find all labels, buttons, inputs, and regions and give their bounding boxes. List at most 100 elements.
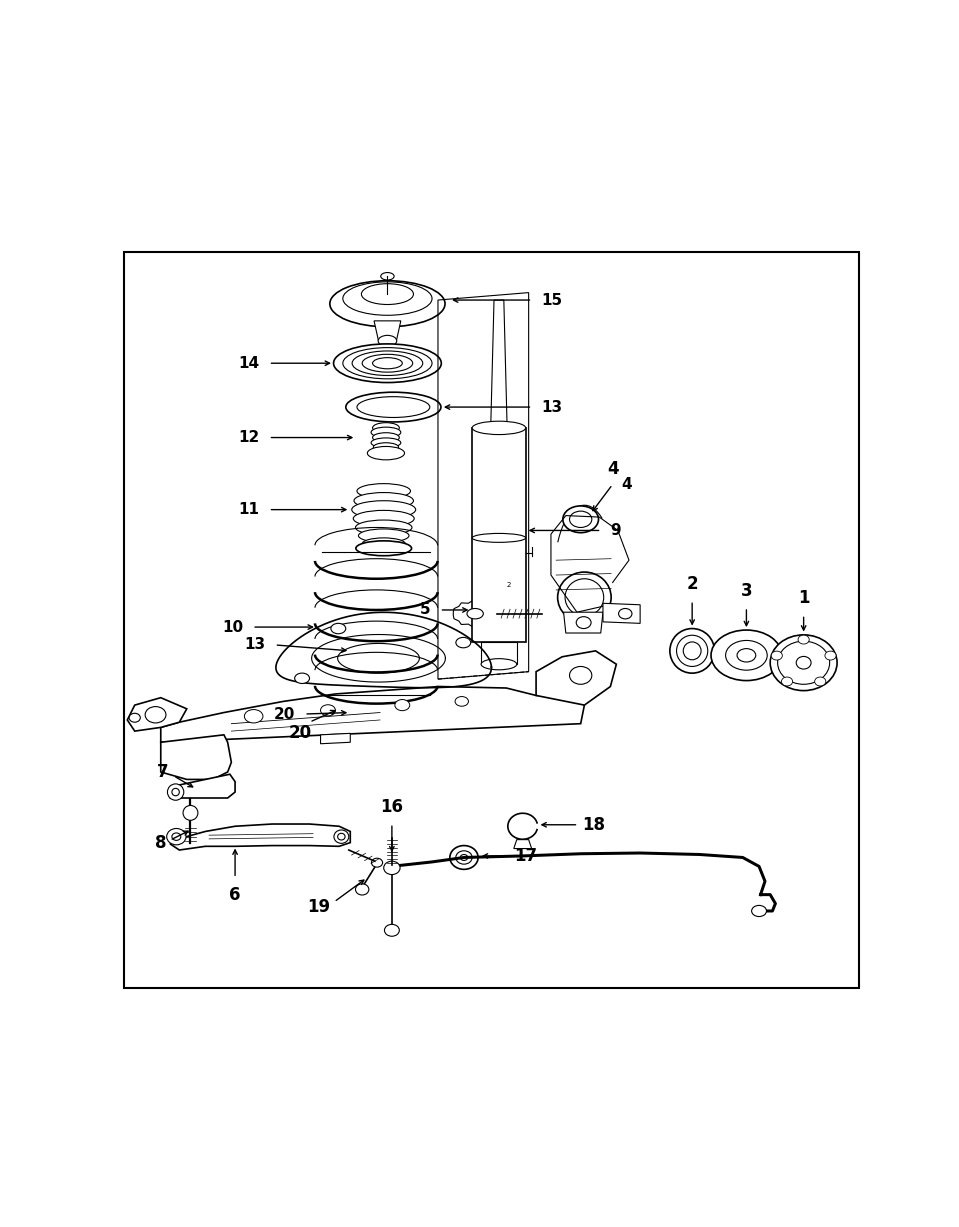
Ellipse shape xyxy=(460,854,468,860)
Text: 12: 12 xyxy=(239,429,260,445)
Text: 2: 2 xyxy=(687,575,698,593)
Ellipse shape xyxy=(352,351,423,375)
Ellipse shape xyxy=(172,833,181,840)
Ellipse shape xyxy=(373,443,399,452)
Ellipse shape xyxy=(472,534,526,542)
Text: 10: 10 xyxy=(222,620,244,634)
Polygon shape xyxy=(603,604,641,623)
Ellipse shape xyxy=(565,579,604,616)
Ellipse shape xyxy=(371,858,383,867)
Text: 8: 8 xyxy=(155,833,167,852)
Ellipse shape xyxy=(481,659,517,670)
Ellipse shape xyxy=(770,634,837,691)
Ellipse shape xyxy=(570,666,592,685)
Text: 20: 20 xyxy=(288,724,312,741)
Polygon shape xyxy=(161,735,231,779)
Ellipse shape xyxy=(472,421,526,434)
Text: 1: 1 xyxy=(798,589,809,607)
Ellipse shape xyxy=(330,281,445,326)
Text: 13: 13 xyxy=(245,637,266,653)
Text: 20: 20 xyxy=(274,707,295,721)
Ellipse shape xyxy=(381,272,394,280)
Ellipse shape xyxy=(385,924,399,936)
Ellipse shape xyxy=(372,422,399,433)
Text: 3: 3 xyxy=(740,582,752,600)
Ellipse shape xyxy=(331,623,346,634)
Text: 14: 14 xyxy=(239,356,260,371)
Ellipse shape xyxy=(576,617,591,628)
Ellipse shape xyxy=(563,506,598,533)
Polygon shape xyxy=(374,320,401,341)
Text: 17: 17 xyxy=(515,847,538,865)
Text: 16: 16 xyxy=(381,798,404,816)
Ellipse shape xyxy=(359,529,409,542)
Text: 7: 7 xyxy=(156,763,168,782)
Ellipse shape xyxy=(619,609,632,618)
Ellipse shape xyxy=(570,512,592,528)
Ellipse shape xyxy=(356,883,369,894)
Ellipse shape xyxy=(467,609,483,618)
Ellipse shape xyxy=(354,492,413,509)
Text: 11: 11 xyxy=(239,502,260,517)
Ellipse shape xyxy=(168,784,184,800)
Polygon shape xyxy=(514,839,531,849)
Ellipse shape xyxy=(371,438,401,448)
Ellipse shape xyxy=(145,707,166,723)
Ellipse shape xyxy=(825,652,836,660)
Polygon shape xyxy=(481,642,517,664)
Ellipse shape xyxy=(782,677,793,686)
Polygon shape xyxy=(161,687,584,742)
Ellipse shape xyxy=(343,347,433,379)
Ellipse shape xyxy=(356,520,412,535)
Ellipse shape xyxy=(796,656,811,669)
Ellipse shape xyxy=(346,393,441,422)
Polygon shape xyxy=(171,825,350,850)
Ellipse shape xyxy=(456,697,468,707)
Polygon shape xyxy=(564,612,603,633)
Ellipse shape xyxy=(183,805,198,821)
Text: 2: 2 xyxy=(506,583,511,589)
Ellipse shape xyxy=(363,537,406,550)
Ellipse shape xyxy=(357,483,410,498)
Ellipse shape xyxy=(771,652,783,660)
Ellipse shape xyxy=(778,642,830,685)
Text: 4: 4 xyxy=(607,460,619,479)
Ellipse shape xyxy=(798,636,809,644)
Ellipse shape xyxy=(353,510,414,526)
Text: 6: 6 xyxy=(229,886,241,904)
Ellipse shape xyxy=(456,850,472,864)
Polygon shape xyxy=(320,734,350,744)
Polygon shape xyxy=(491,301,507,427)
Ellipse shape xyxy=(367,447,405,460)
Ellipse shape xyxy=(172,788,179,796)
Ellipse shape xyxy=(320,704,336,715)
Text: 18: 18 xyxy=(582,816,605,834)
Ellipse shape xyxy=(343,282,433,315)
Ellipse shape xyxy=(378,335,397,346)
Ellipse shape xyxy=(363,355,412,372)
Ellipse shape xyxy=(338,833,345,840)
Ellipse shape xyxy=(334,344,441,383)
Ellipse shape xyxy=(167,828,186,845)
Ellipse shape xyxy=(362,283,413,304)
Ellipse shape xyxy=(450,845,479,870)
Ellipse shape xyxy=(683,642,701,660)
Ellipse shape xyxy=(129,713,140,723)
Polygon shape xyxy=(472,428,526,642)
Ellipse shape xyxy=(670,628,714,674)
Ellipse shape xyxy=(384,861,400,875)
Ellipse shape xyxy=(357,396,430,417)
Ellipse shape xyxy=(372,357,403,369)
Ellipse shape xyxy=(752,906,766,917)
Ellipse shape xyxy=(557,572,611,622)
Text: 5: 5 xyxy=(420,602,431,617)
Ellipse shape xyxy=(245,709,263,723)
Text: 9: 9 xyxy=(611,523,621,537)
Text: 13: 13 xyxy=(541,400,562,415)
Text: 19: 19 xyxy=(307,898,330,917)
Ellipse shape xyxy=(711,629,782,681)
Ellipse shape xyxy=(814,677,826,686)
Ellipse shape xyxy=(334,829,349,843)
Ellipse shape xyxy=(372,433,399,443)
Ellipse shape xyxy=(371,427,401,438)
